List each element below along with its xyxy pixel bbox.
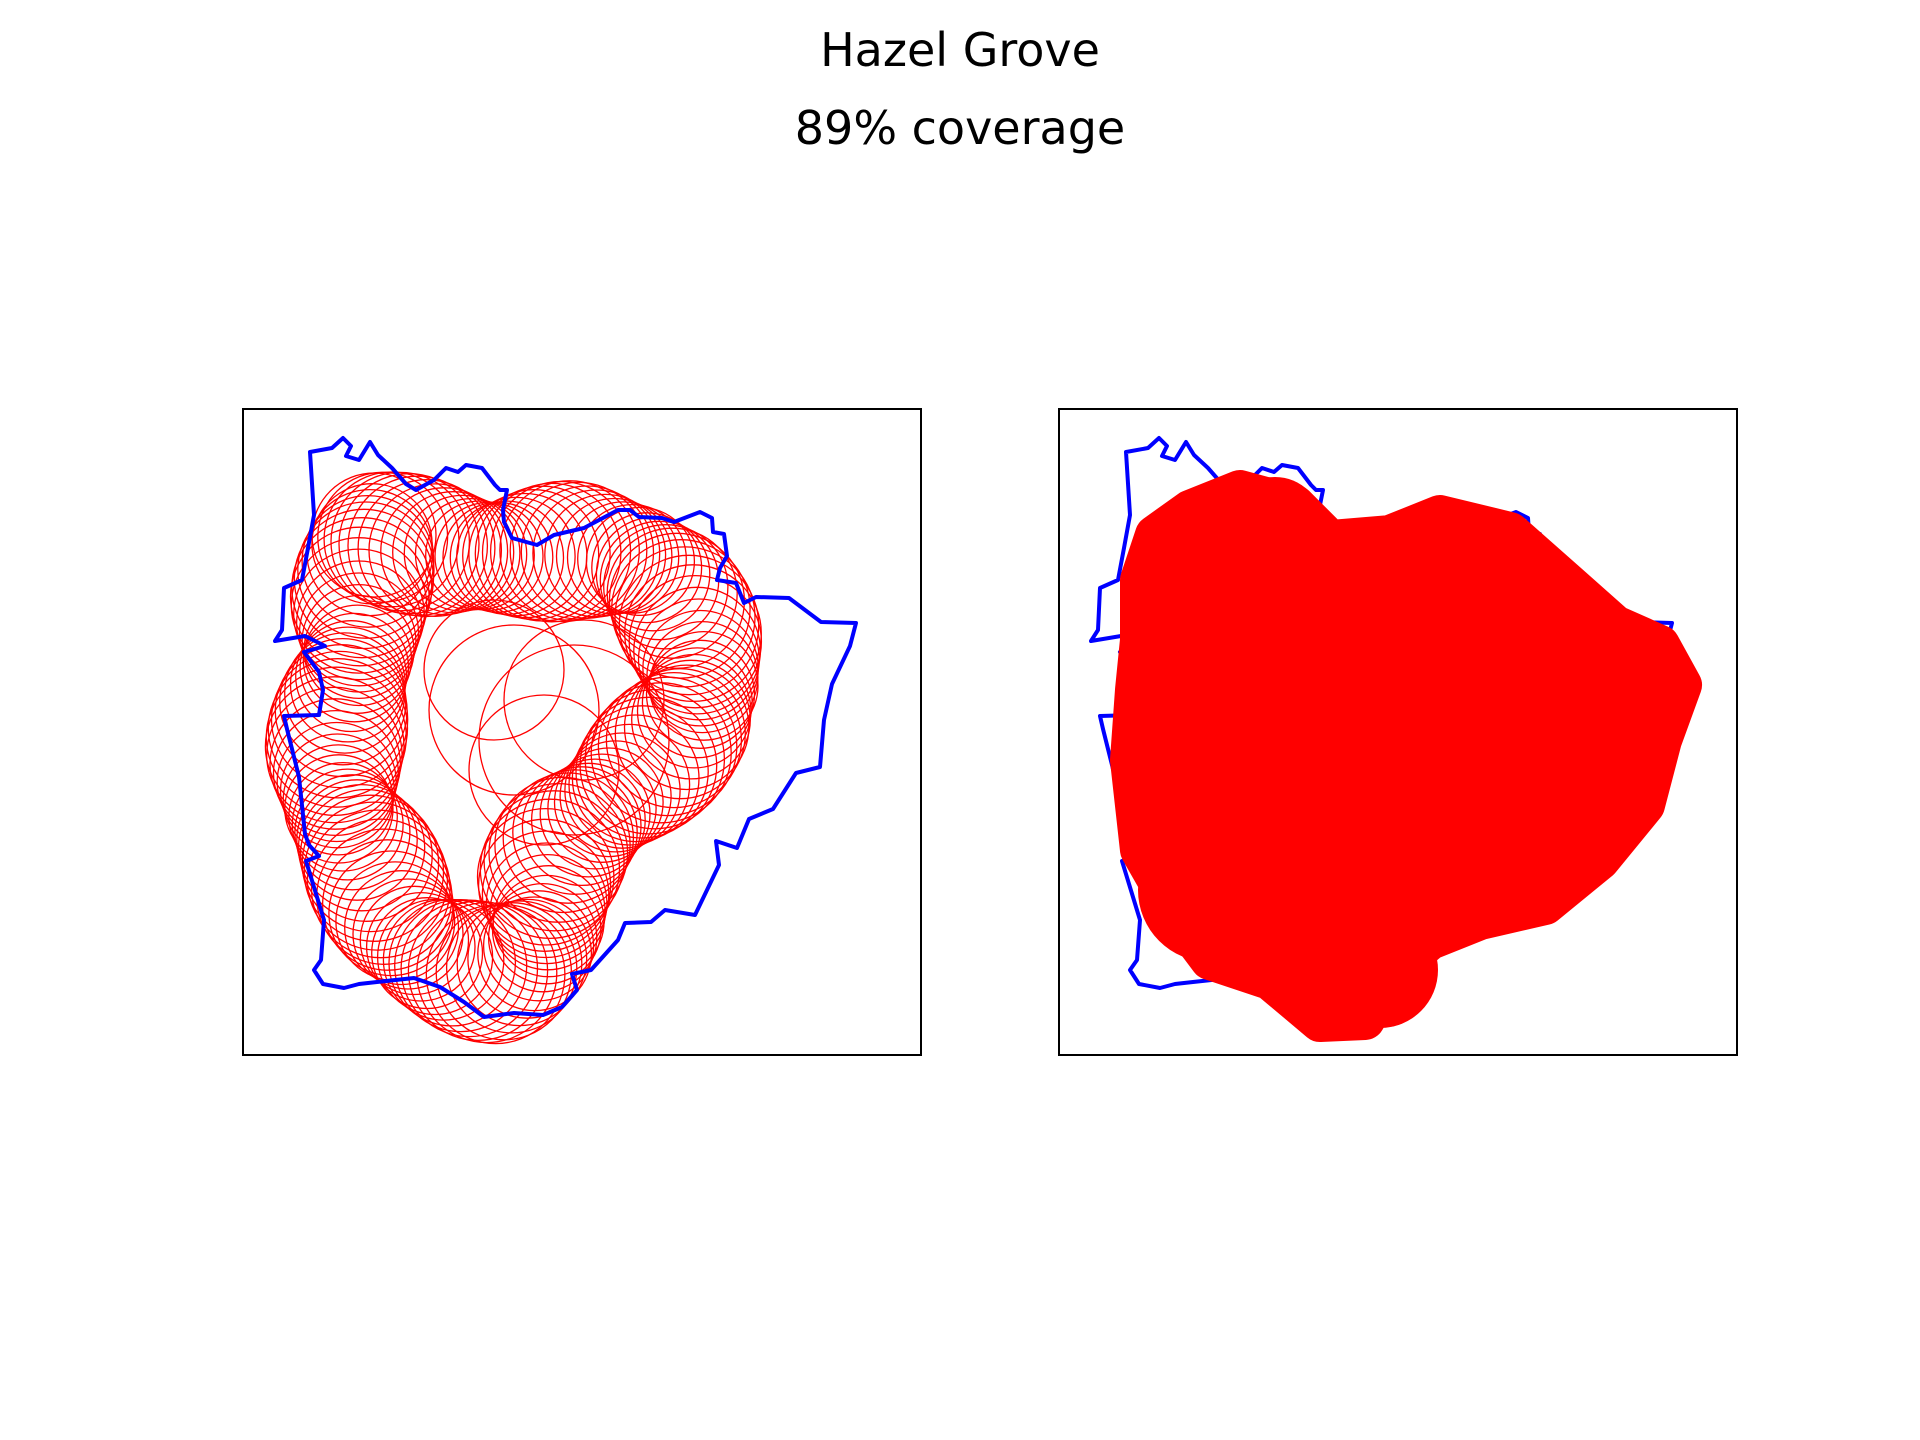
coverage-circle: [303, 594, 415, 707]
coverage-circle: [509, 481, 648, 620]
coverage-circle: [605, 671, 743, 809]
coverage-circle: [291, 768, 404, 881]
coverage-circles-group: [264, 471, 763, 1045]
coverage-circle: [302, 604, 413, 714]
district-boundary: [273, 436, 858, 1019]
coverage-circle: [585, 506, 696, 617]
coverage-circle: [295, 620, 408, 733]
coverage-circle: [270, 650, 409, 789]
coverage-circle: [434, 501, 544, 611]
coverage-circle: [631, 659, 751, 780]
map-panel-filled: [1058, 408, 1738, 1056]
coverage-circle: [344, 870, 460, 986]
coverage-circle: [296, 779, 418, 901]
coverage-circle: [591, 512, 703, 624]
coverage-circle: [294, 774, 411, 891]
coverage-circle: [645, 639, 756, 749]
coverage-circle: [539, 758, 651, 870]
coverage-circle: [352, 878, 464, 990]
coverage-circle: [544, 493, 667, 616]
coverage-circle: [590, 682, 732, 824]
coverage-circle: [311, 483, 433, 605]
coverage-circle: [499, 480, 640, 621]
coverage-circle: [295, 560, 423, 687]
coverage-circle: [520, 485, 655, 619]
coverage-circle: [299, 788, 433, 922]
coverage-circle: [577, 503, 687, 614]
coverage-circle: [559, 740, 672, 853]
coverage-circle: [297, 501, 435, 639]
coverage-circle: [279, 637, 407, 766]
coverage-circle: [628, 574, 763, 709]
coverage-circle: [462, 492, 588, 619]
coverage-circle: [606, 527, 738, 659]
coverage-circle: [603, 524, 729, 650]
coverage-fill-circle: [1138, 818, 1282, 962]
coverage-circle: [502, 772, 635, 904]
coverage-circle: [371, 897, 484, 1010]
coverage-circle: [264, 676, 405, 817]
coverage-circle: [483, 790, 625, 932]
coverage-circle: [521, 766, 642, 887]
interior-coverage-circle: [468, 694, 620, 846]
coverage-circle: [403, 494, 521, 612]
coverage-fill-group: [1110, 470, 1702, 1042]
coverage-fill-circle: [1385, 510, 1515, 640]
coverage-circle: [636, 653, 752, 769]
coverage-fill-circle: [1227, 477, 1323, 573]
interior-coverage-circle: [423, 599, 565, 741]
coverage-circle: [532, 489, 661, 618]
coverage-circle: [641, 647, 753, 759]
coverage-fill-circle: [1518, 728, 1642, 852]
figure-title: Hazel Grove: [820, 23, 1100, 77]
coverage-circle: [301, 794, 440, 933]
coverage-circle: [392, 491, 515, 614]
coverage-circle: [456, 900, 583, 1027]
coverage-circle: [467, 898, 588, 1019]
coverage-circle: [648, 630, 759, 741]
coverage-circle: [265, 666, 407, 808]
coverage-circle: [310, 818, 451, 959]
outline-map-svg: [264, 436, 858, 1045]
coverage-fill-circle: [1562, 627, 1678, 743]
interior-coverage-circle: [503, 619, 665, 781]
interior-coverage-circle: [428, 624, 600, 796]
coverage-circle: [328, 850, 455, 977]
filled-map-svg: [1089, 436, 1702, 1042]
coverage-circle: [380, 487, 509, 616]
coverage-circle: [485, 842, 608, 965]
coverage-circle: [269, 698, 402, 830]
coverage-circle: [445, 902, 578, 1034]
coverage-circle: [623, 664, 750, 791]
coverage-circle: [633, 586, 762, 715]
coverage-circle: [476, 807, 615, 946]
coverage-circle: [642, 609, 759, 727]
coverage-circle: [301, 494, 435, 628]
coverage-circle: [579, 696, 718, 835]
coverage-circle: [553, 747, 664, 858]
figure-subtitle: 89% coverage: [794, 101, 1126, 155]
coverage-circle: [487, 882, 598, 993]
interior-coverage-circle: [478, 644, 670, 836]
map-panel-outlines: [242, 408, 922, 1056]
coverage-fill-circle: [1322, 912, 1438, 1028]
coverage-fill-circle: [1115, 680, 1235, 800]
coverage-circle: [555, 497, 673, 615]
coverage-circle: [482, 890, 595, 1002]
coverage-circle: [618, 554, 760, 696]
coverage-circle: [303, 801, 445, 942]
